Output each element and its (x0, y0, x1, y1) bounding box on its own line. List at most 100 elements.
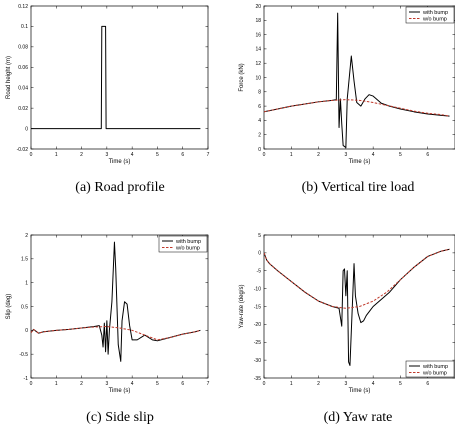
x-tick-label: 7 (207, 152, 210, 158)
y-tick-label: 12 (255, 61, 261, 67)
x-tick-label: 2 (317, 381, 320, 387)
x-tick-label: 7 (207, 381, 210, 387)
x-tick-label: 5 (399, 152, 402, 158)
y-tick-label: 16 (255, 32, 261, 38)
series-group (264, 12, 450, 149)
series-line-w-o-bump (264, 99, 450, 117)
y-tick-label: -0.5 (19, 352, 28, 358)
chart-1: 0 1 2 3 4 5 6 7-0.0200.020.040.060.080.10.12Tim… (6, 4, 210, 195)
y-tick-label: 0.1 (21, 24, 28, 30)
x-tick-label: 0 (30, 152, 33, 158)
y-tick-label: 14 (255, 47, 261, 53)
y-tick-label: 18 (255, 18, 261, 24)
x-tick-label: 4 (131, 152, 134, 158)
y-tick-label: -15 (254, 304, 261, 310)
x-axis-label: Time (s) (349, 388, 371, 394)
y-tick-label: 4 (258, 118, 261, 124)
series-line-profile (31, 25, 201, 130)
x-tick-label: 1 (290, 152, 293, 158)
x-tick-label: 2 (80, 152, 83, 158)
figure-caption: (d) Yaw rate (324, 410, 393, 425)
y-axis-label: Force (kN) (239, 63, 245, 91)
y-tick-label: 8 (258, 90, 261, 96)
y-tick-label: 0.06 (18, 65, 28, 71)
x-tick-label: 4 (131, 381, 134, 387)
x-tick-label: 2 (317, 152, 320, 158)
x-axis-label: Time (s) (109, 159, 131, 165)
x-tick-label: 0 (263, 152, 266, 158)
y-tick-label: 1 (25, 280, 28, 286)
legend-label: w/o bump (422, 17, 447, 23)
plot-frame (30, 5, 209, 150)
chart-4: 0 1 2 3 4 5 6 -35 -30 -25 -20 -15 -10 -5 0 5 Time (s) Yaw… (239, 233, 455, 425)
x-tick-label: 6 (426, 381, 429, 387)
y-tick-label: 0 (258, 251, 261, 257)
y-tick-label: -30 (254, 358, 261, 364)
x-tick-label: 5 (156, 381, 159, 387)
x-tick-label: 1 (55, 381, 58, 387)
y-tick-label: 0.02 (18, 106, 28, 112)
x-tick-label: 4 (372, 152, 375, 158)
y-tick-label: -20 (254, 322, 261, 328)
x-tick-label: 3 (105, 152, 108, 158)
y-tick-label: 0 (25, 328, 28, 334)
y-tick-label: 6 (258, 104, 261, 110)
legend-label: w/o bump (175, 246, 200, 252)
plot-frame (30, 234, 209, 379)
x-axis-label: Time (s) (109, 388, 131, 394)
x-tick-label: 6 (181, 152, 184, 158)
figure-caption: (a) Road profile (75, 180, 164, 195)
legend-label: with bump (422, 364, 448, 370)
series-line-w-o-bump (31, 326, 201, 341)
y-tick-label: 0.08 (18, 45, 28, 51)
y-tick-label: -0.02 (17, 147, 29, 153)
y-tick-label: -1 (24, 376, 29, 382)
x-tick-label: 6 (426, 152, 429, 158)
x-tick-label: 5 (156, 152, 159, 158)
y-tick-label: 1.5 (21, 257, 28, 263)
y-tick-label: 0 (258, 147, 261, 153)
y-tick-label: 0.04 (18, 86, 28, 92)
x-tick-label: 1 (55, 152, 58, 158)
x-tick-label: 1 (290, 381, 293, 387)
x-tick-label: 3 (344, 381, 347, 387)
figure-caption: (c) Side slip (86, 410, 154, 425)
series-group (264, 248, 450, 366)
y-tick-label: 5 (258, 233, 261, 239)
series-group (31, 25, 201, 130)
y-tick-label: -25 (254, 340, 261, 346)
x-tick-label: 0 (263, 381, 266, 387)
y-tick-label: -10 (254, 286, 261, 292)
plot-frame (263, 5, 455, 150)
y-tick-label: -5 (257, 269, 262, 275)
y-tick-label: 2 (258, 133, 261, 139)
x-tick-label: 3 (105, 381, 108, 387)
x-tick-label: 0 (30, 381, 33, 387)
y-tick-label: 10 (255, 75, 261, 81)
x-tick-label: 3 (344, 152, 347, 158)
legend-label: w/o bump (422, 371, 447, 377)
figure-caption: (b) Vertical tire load (302, 180, 415, 195)
legend-label: with bump (422, 10, 448, 16)
y-tick-label: 0.5 (21, 304, 28, 310)
y-axis-label: Road height (m) (6, 56, 12, 99)
y-tick-label: 20 (255, 4, 261, 10)
y-tick-label: 0 (25, 126, 28, 132)
x-tick-label: 2 (80, 381, 83, 387)
legend-label: with bump (175, 239, 201, 245)
y-axis-label: Yaw-rate (deg/s) (239, 285, 245, 329)
y-tick-label: 2 (25, 233, 28, 239)
series-line-w-o-bump (264, 248, 450, 309)
x-tick-label: 4 (372, 381, 375, 387)
x-tick-label: 6 (181, 381, 184, 387)
series-group (31, 241, 201, 362)
x-tick-label: 5 (399, 381, 402, 387)
x-axis-label: Time (s) (349, 159, 371, 165)
chart-3: 0 1 2 3 4 5 6 7 -1 -0.5 0 0.5 1 1.5 2 Time (s) Slip (deg… (6, 233, 210, 425)
y-axis-label: Slip (deg) (6, 294, 12, 320)
